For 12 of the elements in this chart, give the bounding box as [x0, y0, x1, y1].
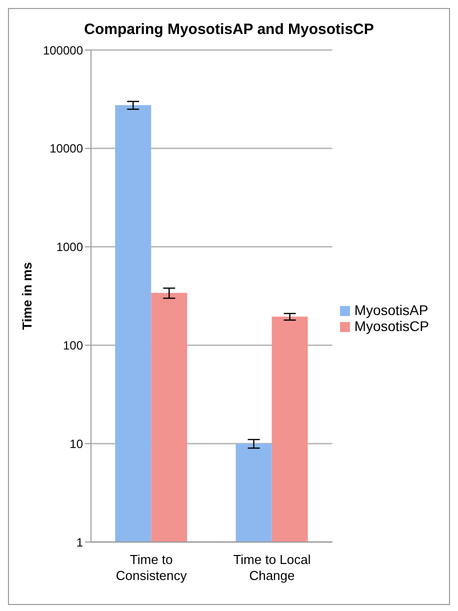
legend-label: MyosotisAP — [354, 302, 428, 318]
y-tick-label: 1000 — [56, 240, 84, 254]
y-tick-label: 10000 — [50, 142, 84, 156]
y-tick-label: 1 — [76, 535, 84, 550]
y-tick-label: 100000 — [42, 43, 84, 58]
y-tick-label: 100 — [62, 338, 84, 352]
x-tick-label: Time to Consistency — [116, 552, 188, 583]
legend-label: MyosotisCP — [354, 318, 429, 334]
y-axis-title: Time in ms — [20, 262, 35, 330]
y-tick-label: 10 — [70, 436, 84, 451]
chart-title: Comparing MyosotisAP and MyosotisCP — [83, 21, 375, 38]
x-tick-label: Time to Local Change — [233, 552, 311, 583]
